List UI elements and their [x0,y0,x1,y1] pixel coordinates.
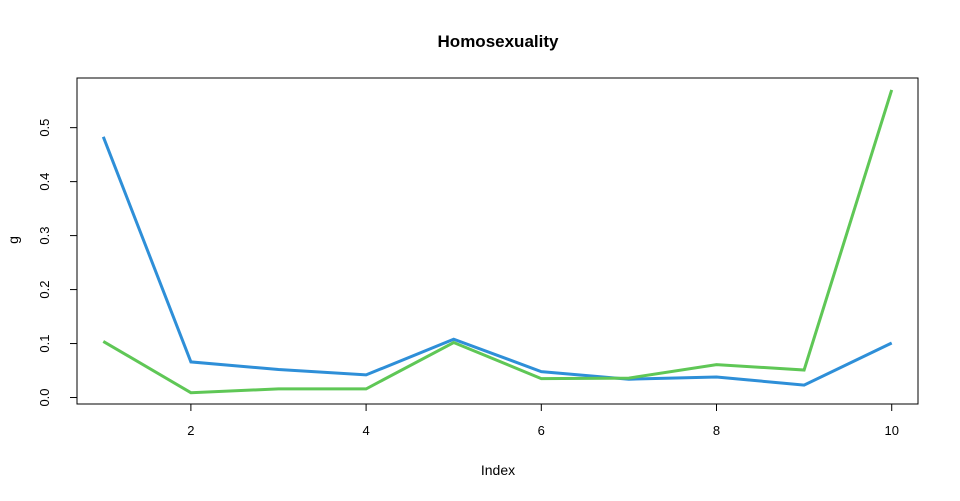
x-tick-label: 2 [187,423,194,438]
x-axis: 2 4 6 8 10 [187,403,899,438]
x-tick-label: 8 [713,423,720,438]
y-tick-label: 0.0 [37,388,52,406]
x-tick-label: 10 [884,423,898,438]
y-tick-label: 0.5 [37,119,52,137]
series-line-2 [102,89,894,395]
series-line-1 [101,136,893,387]
x-tick-label: 6 [538,423,545,438]
x-axis-label: Index [481,462,515,478]
chart-title: Homosexuality [438,32,559,51]
y-tick-label: 0.4 [37,173,52,191]
series-layer [101,89,894,395]
y-axis-label: g [5,236,21,244]
x-tick-label: 4 [362,423,369,438]
y-tick-label: 0.2 [37,281,52,299]
y-tick-label: 0.1 [37,335,52,353]
y-tick-label: 0.3 [37,227,52,245]
y-axis: 0.0 0.1 0.2 0.3 0.4 0.5 [37,119,78,407]
